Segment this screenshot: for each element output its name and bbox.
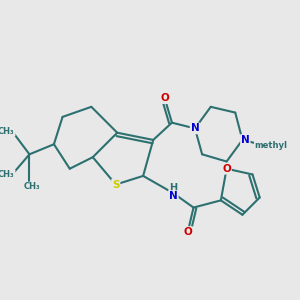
Text: O: O (222, 164, 231, 174)
Text: CH₃: CH₃ (0, 170, 15, 179)
Text: CH₃: CH₃ (0, 127, 15, 136)
Text: CH₃: CH₃ (24, 182, 40, 191)
Text: N: N (241, 135, 250, 145)
Text: O: O (183, 227, 192, 237)
Text: N: N (169, 191, 178, 201)
Text: H: H (169, 183, 177, 193)
Text: methyl: methyl (255, 141, 288, 150)
Text: O: O (160, 93, 169, 103)
Text: N: N (190, 123, 199, 134)
Text: S: S (112, 179, 119, 190)
